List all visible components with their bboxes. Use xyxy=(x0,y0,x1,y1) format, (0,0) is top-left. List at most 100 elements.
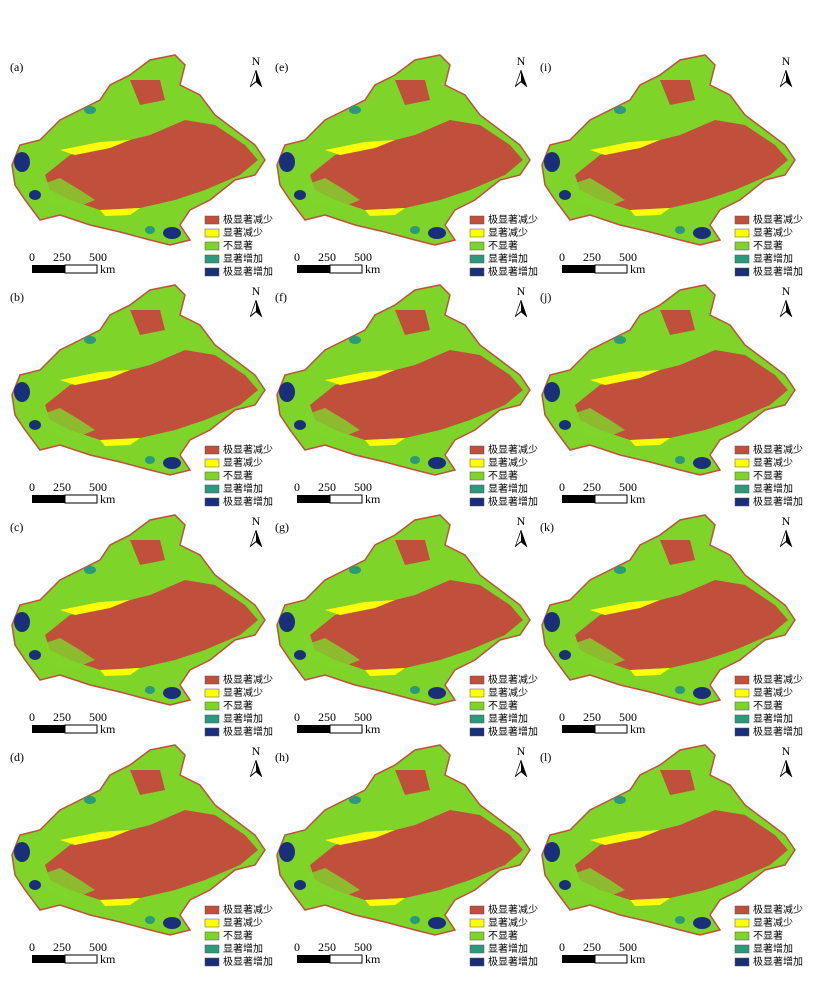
scale-label: 0 xyxy=(294,940,300,954)
scale-bar-white xyxy=(329,494,363,504)
north-label: N xyxy=(517,744,526,758)
legend-label: 显著增加 xyxy=(753,942,793,955)
legend-swatch xyxy=(469,931,485,941)
legend-label: 不显著 xyxy=(753,699,783,712)
scale-label: 0 xyxy=(294,480,300,494)
legend-label: 显著增加 xyxy=(223,942,263,955)
scale-label: 500 xyxy=(89,940,107,954)
scale-bar-black xyxy=(297,495,330,503)
scale-label: 250 xyxy=(318,480,336,494)
legend-swatch xyxy=(734,241,750,251)
legend-label: 极显著减少 xyxy=(753,903,803,916)
legend-label: 显著增加 xyxy=(223,712,263,725)
north-label: N xyxy=(252,54,261,68)
scale-bar-white xyxy=(594,264,628,274)
legend-label: 不显著 xyxy=(753,469,783,482)
scale-bar-black xyxy=(32,725,65,733)
legend-swatch xyxy=(204,727,220,737)
scale-label: 250 xyxy=(583,940,601,954)
scale-bar-black xyxy=(562,955,595,963)
north-label: N xyxy=(252,744,261,758)
north-label: N xyxy=(517,54,526,68)
scale-unit: km xyxy=(630,722,646,736)
legend-label: 极显著增加 xyxy=(223,265,273,278)
scale-unit: km xyxy=(365,262,381,276)
legend-swatch xyxy=(734,918,750,928)
scale-label: 0 xyxy=(559,940,565,954)
panel-label: (j) xyxy=(540,290,551,304)
scale-label: 500 xyxy=(354,480,372,494)
legend-label: 极显著减少 xyxy=(488,213,538,226)
scale-label: 500 xyxy=(354,940,372,954)
scale-unit: km xyxy=(100,262,116,276)
legend-label: 极显著减少 xyxy=(223,213,273,226)
north-label: N xyxy=(252,514,261,528)
legend-label: 显著减少 xyxy=(488,226,528,239)
scale-unit: km xyxy=(630,952,646,966)
scale-unit: km xyxy=(100,722,116,736)
legend-label: 极显著减少 xyxy=(223,903,273,916)
legend-label: 显著增加 xyxy=(488,252,528,265)
legend-swatch xyxy=(734,675,750,685)
legend-swatch xyxy=(469,458,485,468)
legend-swatch xyxy=(469,675,485,685)
north-label: N xyxy=(782,54,791,68)
legend-label: 极显著增加 xyxy=(753,495,803,508)
legend-label: 显著增加 xyxy=(753,482,793,495)
north-label: N xyxy=(252,284,261,298)
panel-label: (b) xyxy=(10,290,24,304)
scale-bar-black xyxy=(32,265,65,273)
legend-label: 显著增加 xyxy=(223,252,263,265)
legend-swatch xyxy=(204,931,220,941)
scale-label: 0 xyxy=(29,710,35,724)
scale-bar-white xyxy=(64,954,98,964)
north-arrow-half xyxy=(251,302,256,315)
legend-swatch xyxy=(469,714,485,724)
legend-label: 极显著增加 xyxy=(223,725,273,738)
legend-label: 显著减少 xyxy=(753,686,793,699)
scale-label: 250 xyxy=(318,710,336,724)
legend-swatch xyxy=(734,445,750,455)
legend-label: 显著减少 xyxy=(223,456,263,469)
scale-unit: km xyxy=(100,952,116,966)
scale-label: 500 xyxy=(354,710,372,724)
legend-swatch xyxy=(469,471,485,481)
north-arrow-half xyxy=(781,302,786,315)
panel-label: (h) xyxy=(275,750,289,764)
legend-label: 极显著增加 xyxy=(753,955,803,968)
scale-label: 500 xyxy=(89,480,107,494)
legend-label: 显著减少 xyxy=(223,686,263,699)
legend-label: 不显著 xyxy=(223,699,253,712)
scale-label: 0 xyxy=(559,710,565,724)
legend-swatch xyxy=(469,267,485,277)
north-arrow-half xyxy=(781,762,786,775)
legend-swatch xyxy=(734,701,750,711)
scale-label: 250 xyxy=(318,940,336,954)
legend-swatch xyxy=(469,445,485,455)
scale-bar-white xyxy=(329,264,363,274)
scale-bar-black xyxy=(32,495,65,503)
legend-swatch xyxy=(734,931,750,941)
legend-swatch xyxy=(204,241,220,251)
scale-bar-black xyxy=(297,955,330,963)
legend-label: 极显著减少 xyxy=(753,443,803,456)
legend-swatch xyxy=(204,957,220,967)
legend-label: 极显著增加 xyxy=(753,265,803,278)
scale-label: 0 xyxy=(29,250,35,264)
legend-label: 极显著减少 xyxy=(753,213,803,226)
legend-label: 极显著增加 xyxy=(223,955,273,968)
legend-swatch xyxy=(204,228,220,238)
north-arrow-half xyxy=(516,72,521,85)
legend-swatch xyxy=(734,484,750,494)
legend-label: 极显著减少 xyxy=(488,903,538,916)
scale-label: 500 xyxy=(89,710,107,724)
legend-swatch xyxy=(469,905,485,915)
legend-swatch xyxy=(469,957,485,967)
